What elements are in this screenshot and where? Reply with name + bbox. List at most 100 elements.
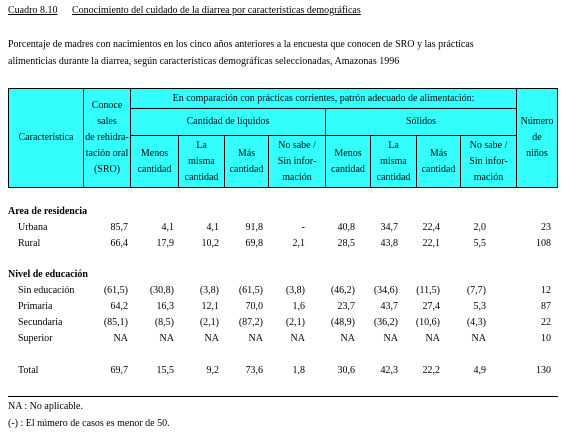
- cell-value: 4,1: [206, 222, 220, 233]
- cell-value: 5,3: [473, 301, 487, 312]
- cell-value: 17,9: [156, 238, 175, 249]
- cell-value: (7,7): [466, 285, 486, 296]
- row-label: Total: [18, 365, 39, 376]
- header-text: sales: [97, 116, 117, 127]
- row-label: Superior: [18, 333, 53, 344]
- cell-value: 22,1: [422, 238, 441, 249]
- header-cell: La misma cantidad: [178, 135, 225, 188]
- cell-value: 69,7: [110, 365, 129, 376]
- cell-value: (2,1): [199, 317, 219, 328]
- cell-value: 34,7: [380, 222, 399, 233]
- header-text: cantidad: [229, 163, 264, 175]
- cell-value: 23,7: [337, 301, 356, 312]
- cell-value: 1,6: [292, 301, 306, 312]
- cell-value: 91,8: [245, 222, 264, 233]
- cell-value: 73,6: [245, 365, 264, 376]
- header-text: No sabe /: [278, 139, 316, 151]
- cell-value: 28,5: [337, 238, 356, 249]
- note: NA : No aplicable.: [8, 401, 83, 412]
- cell-value: (8,5): [154, 317, 174, 328]
- cell-value: NA: [159, 333, 174, 344]
- cell-value: 12,1: [201, 301, 220, 312]
- cell-value: (85,1): [103, 317, 128, 328]
- cell-value: 43,7: [380, 301, 399, 312]
- header-text: tación oral: [85, 148, 129, 159]
- section-title: Area de residencia: [8, 206, 88, 217]
- cell-value: 10: [541, 333, 551, 344]
- table-title: Conocimiento del cuidado de la diarrea p…: [72, 5, 361, 16]
- cell-value: NA: [383, 333, 398, 344]
- header-text: Más: [237, 147, 256, 159]
- header-text: Conoce: [91, 100, 123, 111]
- cell-value: (30,8): [149, 285, 174, 296]
- header-text: (SRO): [93, 164, 121, 175]
- cell-value: 23: [541, 222, 551, 233]
- header-text: La: [388, 139, 399, 151]
- row-label: Primaria: [18, 301, 53, 312]
- header-cell: Menos cantidad: [325, 135, 371, 188]
- cell-value: 1,8: [292, 365, 306, 376]
- header-text: cantidad: [421, 163, 456, 175]
- header-text: Menos: [334, 147, 362, 159]
- cell-value: NA: [204, 333, 219, 344]
- section-title: Nivel de educación: [8, 269, 88, 280]
- header-text: niños: [526, 148, 548, 159]
- row-label: Urbana: [18, 222, 48, 233]
- cell-value: (36,2): [373, 317, 398, 328]
- cell-value: 16,3: [156, 301, 175, 312]
- cell-value: 22,4: [422, 222, 441, 233]
- header-text: Número: [520, 116, 554, 127]
- header-text: mación: [473, 171, 504, 183]
- cell-value: 27,4: [422, 301, 441, 312]
- cell-value: 10,2: [201, 238, 220, 249]
- cell-value: (10,6): [415, 317, 440, 328]
- cell-value: NA: [471, 333, 486, 344]
- cell-value: 69,8: [245, 238, 264, 249]
- header-text: Cantidad de líquidos: [186, 116, 270, 127]
- cell-value: 85,7: [110, 222, 129, 233]
- header-text: Sin infor-: [469, 155, 508, 167]
- cell-value: 30,6: [337, 365, 356, 376]
- header-cell: Número de niños: [516, 88, 558, 188]
- header-text: En comparación con prácticas corrientes,…: [172, 92, 475, 104]
- header-text: Sin infor-: [277, 155, 317, 167]
- cell-value: 9,2: [206, 365, 220, 376]
- cell-value: NA: [248, 333, 263, 344]
- cell-value: 70,0: [245, 301, 264, 312]
- row-label: Rural: [18, 238, 41, 249]
- header-text: cantidad: [137, 163, 172, 175]
- header-cell: La misma cantidad: [370, 135, 417, 188]
- header-text: de rehidra-: [85, 132, 129, 143]
- caption: Porcentaje de madres con nacimientos en …: [8, 39, 474, 50]
- header-text: de: [532, 132, 542, 143]
- cell-value: 12: [541, 285, 551, 296]
- cell-value: (34,6): [373, 285, 398, 296]
- header-text: Sólidos: [405, 116, 436, 127]
- header-text: La: [196, 139, 207, 151]
- cell-value: NA: [340, 333, 355, 344]
- header-cell: En comparación con prácticas corrientes,…: [130, 88, 517, 109]
- cell-value: (61,5): [103, 285, 128, 296]
- header-cell: No sabe / Sin infor-mación: [460, 135, 517, 188]
- cell-value: (4,3): [466, 317, 486, 328]
- header-text: Menos: [140, 147, 169, 159]
- cell-value: (3,8): [285, 285, 305, 296]
- header-text: misma: [188, 155, 215, 167]
- cell-value: 2,0: [473, 222, 487, 233]
- cell-value: (3,8): [199, 285, 219, 296]
- note: (-) : El número de casos es menor de 50.: [8, 418, 170, 429]
- cell-value: NA: [290, 333, 305, 344]
- header-text: mación: [282, 171, 312, 183]
- cell-value: 43,8: [380, 238, 399, 249]
- header-text: cantidad: [331, 163, 365, 175]
- cell-value: NA: [425, 333, 440, 344]
- cell-value: NA: [113, 333, 128, 344]
- cell-value: 22,2: [422, 365, 441, 376]
- cell-value: 42,3: [380, 365, 399, 376]
- header-text: misma: [380, 155, 407, 167]
- cell-value: 66,4: [110, 238, 129, 249]
- header-bg: [8, 88, 558, 187]
- header-text: cantidad: [184, 171, 219, 183]
- cell-value: 5,5: [473, 238, 487, 249]
